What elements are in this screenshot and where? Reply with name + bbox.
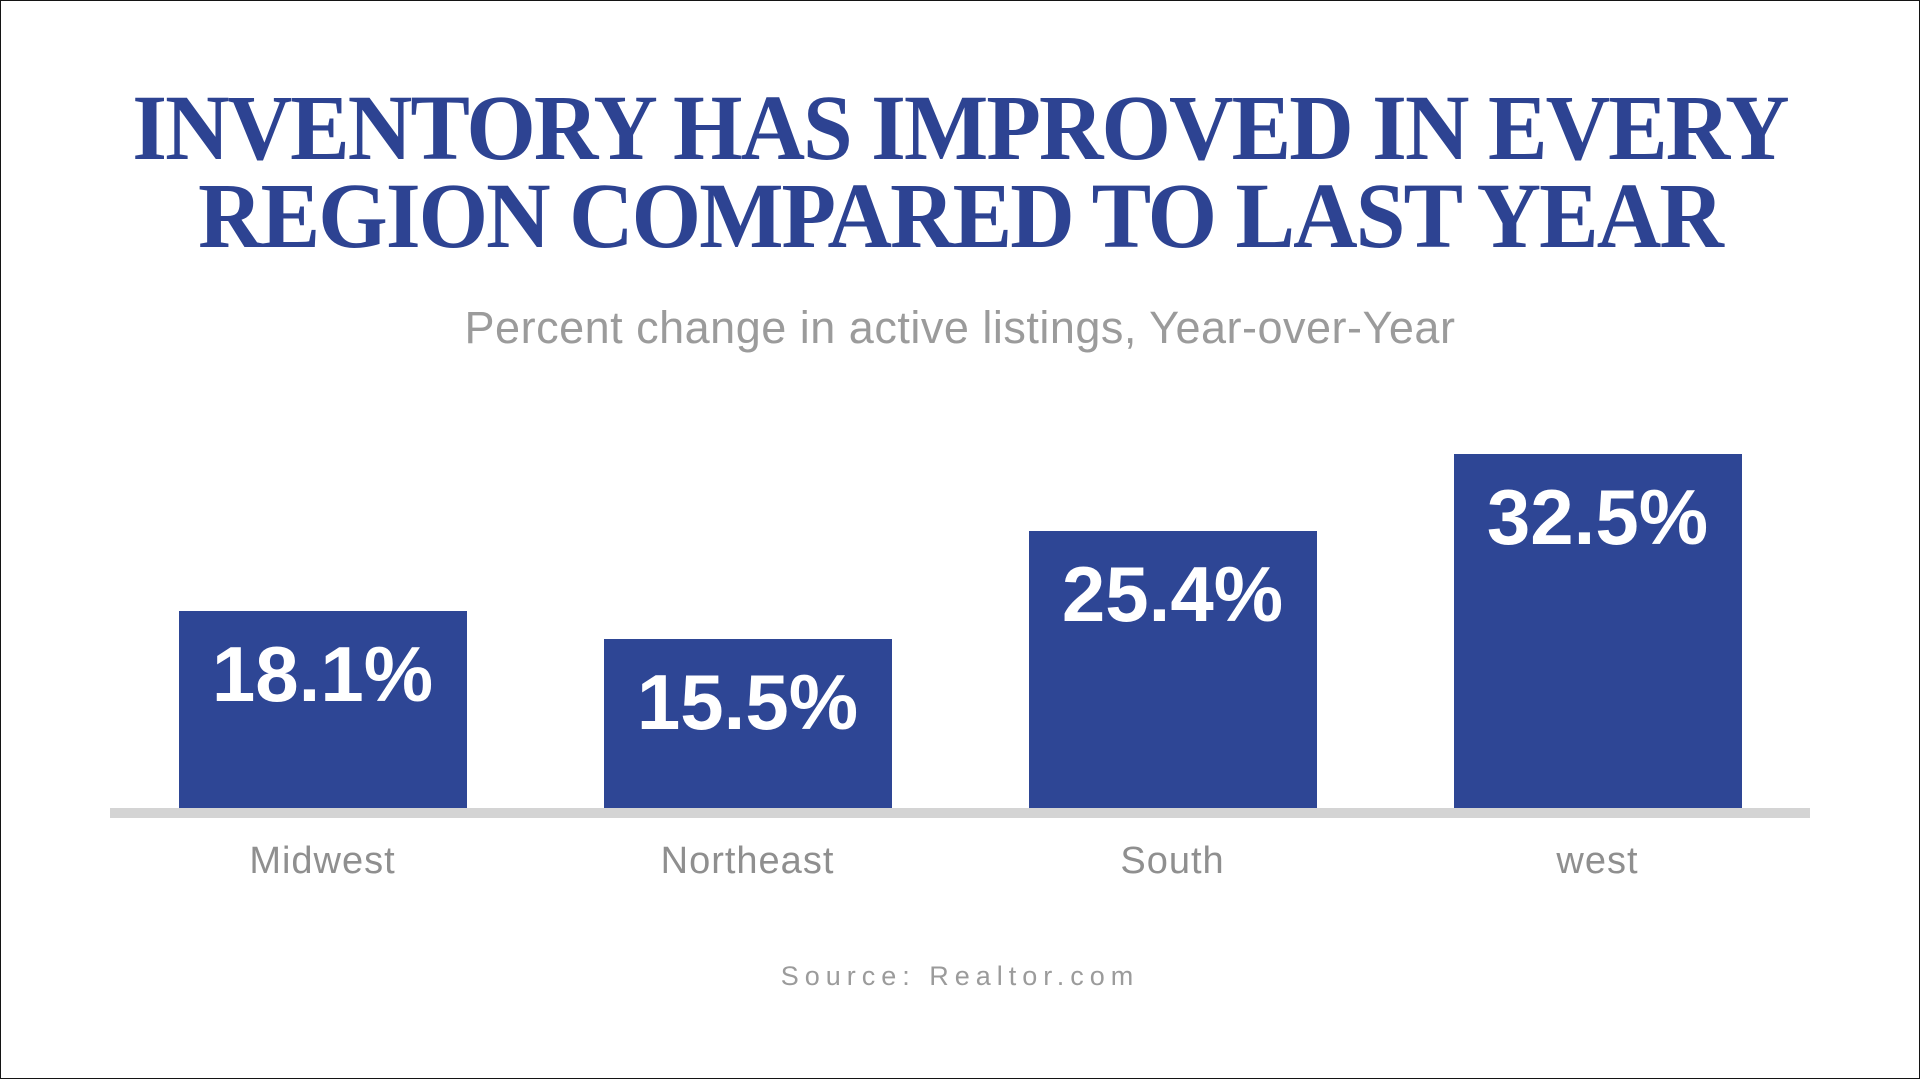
category-label-midwest: Midwest (249, 839, 396, 882)
category-labels-row: Midwest Northeast South west (110, 840, 1810, 883)
bar-midwest: 18.1% (178, 610, 467, 808)
bar-value-label-northeast: 15.5% (636, 657, 859, 746)
bar-value-label-south: 25.4% (1061, 549, 1284, 638)
bar-value-label-west: 32.5% (1486, 472, 1709, 561)
chart-subtitle: Percent change in active listings, Year-… (464, 301, 1456, 353)
title-line-1: INVENTORY HAS IMPROVED IN EVERY (132, 77, 1789, 180)
source-attribution: Source: Realtor.com (780, 960, 1140, 991)
category-label-northeast: Northeast (660, 839, 835, 882)
page-title: INVENTORY HAS IMPROVED IN EVERY REGION C… (96, 77, 1824, 269)
category-label-south: South (1120, 839, 1225, 882)
bar-value-label-midwest: 18.1% (211, 629, 434, 718)
bar-chart: 18.1% 15.5% 25.4% 32.5% Midwest Northeast Sou… (110, 448, 1810, 883)
title-line-2: REGION COMPARED TO LAST YEAR (198, 165, 1724, 269)
x-axis-baseline (110, 807, 1810, 818)
bar-northeast: 15.5% (603, 638, 892, 808)
bar-west: 32.5% (1453, 453, 1742, 808)
bars-row: 18.1% 15.5% 25.4% 32.5% (110, 448, 1810, 808)
category-label-west: west (1556, 839, 1639, 882)
bar-south: 25.4% (1028, 530, 1317, 808)
